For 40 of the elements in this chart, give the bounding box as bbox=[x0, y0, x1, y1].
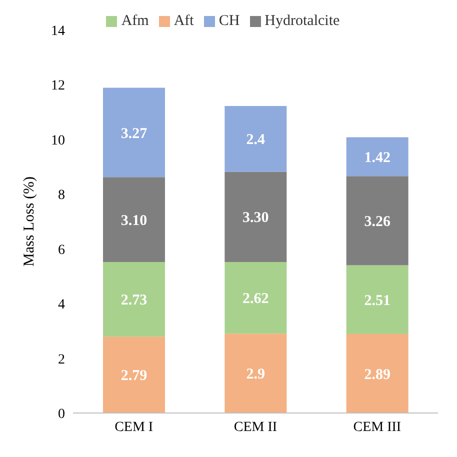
x-tick-label: CEM II bbox=[234, 420, 278, 435]
data-label: 3.26 bbox=[364, 214, 391, 230]
y-tick-label: 2 bbox=[58, 352, 65, 368]
legend-label: CH bbox=[218, 13, 240, 29]
y-tick-label: 14 bbox=[51, 24, 65, 39]
data-label: 2.73 bbox=[120, 292, 148, 309]
data-label: 3.27 bbox=[120, 126, 148, 142]
bar bbox=[346, 265, 408, 334]
y-tick-label: 10 bbox=[51, 133, 65, 148]
bar bbox=[224, 334, 287, 413]
data-label: 3.30 bbox=[242, 210, 269, 226]
bar bbox=[224, 106, 287, 172]
bar bbox=[103, 177, 165, 262]
y-tick-label: 4 bbox=[58, 298, 65, 313]
bar bbox=[103, 262, 165, 337]
bar bbox=[346, 334, 408, 413]
bar bbox=[346, 176, 408, 266]
bar bbox=[346, 137, 408, 176]
legend-label: Aft bbox=[174, 13, 194, 29]
data-label: 1.42 bbox=[364, 150, 390, 166]
bar bbox=[103, 336, 165, 413]
y-tick-label: 6 bbox=[58, 242, 65, 258]
bar bbox=[224, 262, 287, 334]
data-label: 2.79 bbox=[120, 368, 148, 384]
legend-label: Afm bbox=[121, 13, 149, 29]
data-label: 3.10 bbox=[120, 212, 148, 229]
data-label: 2.62 bbox=[242, 291, 269, 308]
data-label: 2.89 bbox=[364, 366, 390, 383]
x-tick-label: CEM III bbox=[353, 420, 402, 435]
data-label: 2.4 bbox=[246, 132, 266, 148]
y-axis-title: Mass Loss (%) bbox=[21, 176, 38, 266]
bar bbox=[224, 172, 287, 262]
x-tick-label: CEM I bbox=[114, 420, 154, 435]
legend-label: Hydrotalcite bbox=[264, 13, 340, 29]
y-tick-label: 0 bbox=[58, 406, 65, 422]
y-tick-label: 8 bbox=[58, 188, 65, 204]
data-label: 2.51 bbox=[364, 292, 390, 309]
bar bbox=[103, 88, 165, 178]
y-tick-label: 12 bbox=[51, 78, 65, 94]
data-label: 2.9 bbox=[246, 366, 266, 383]
